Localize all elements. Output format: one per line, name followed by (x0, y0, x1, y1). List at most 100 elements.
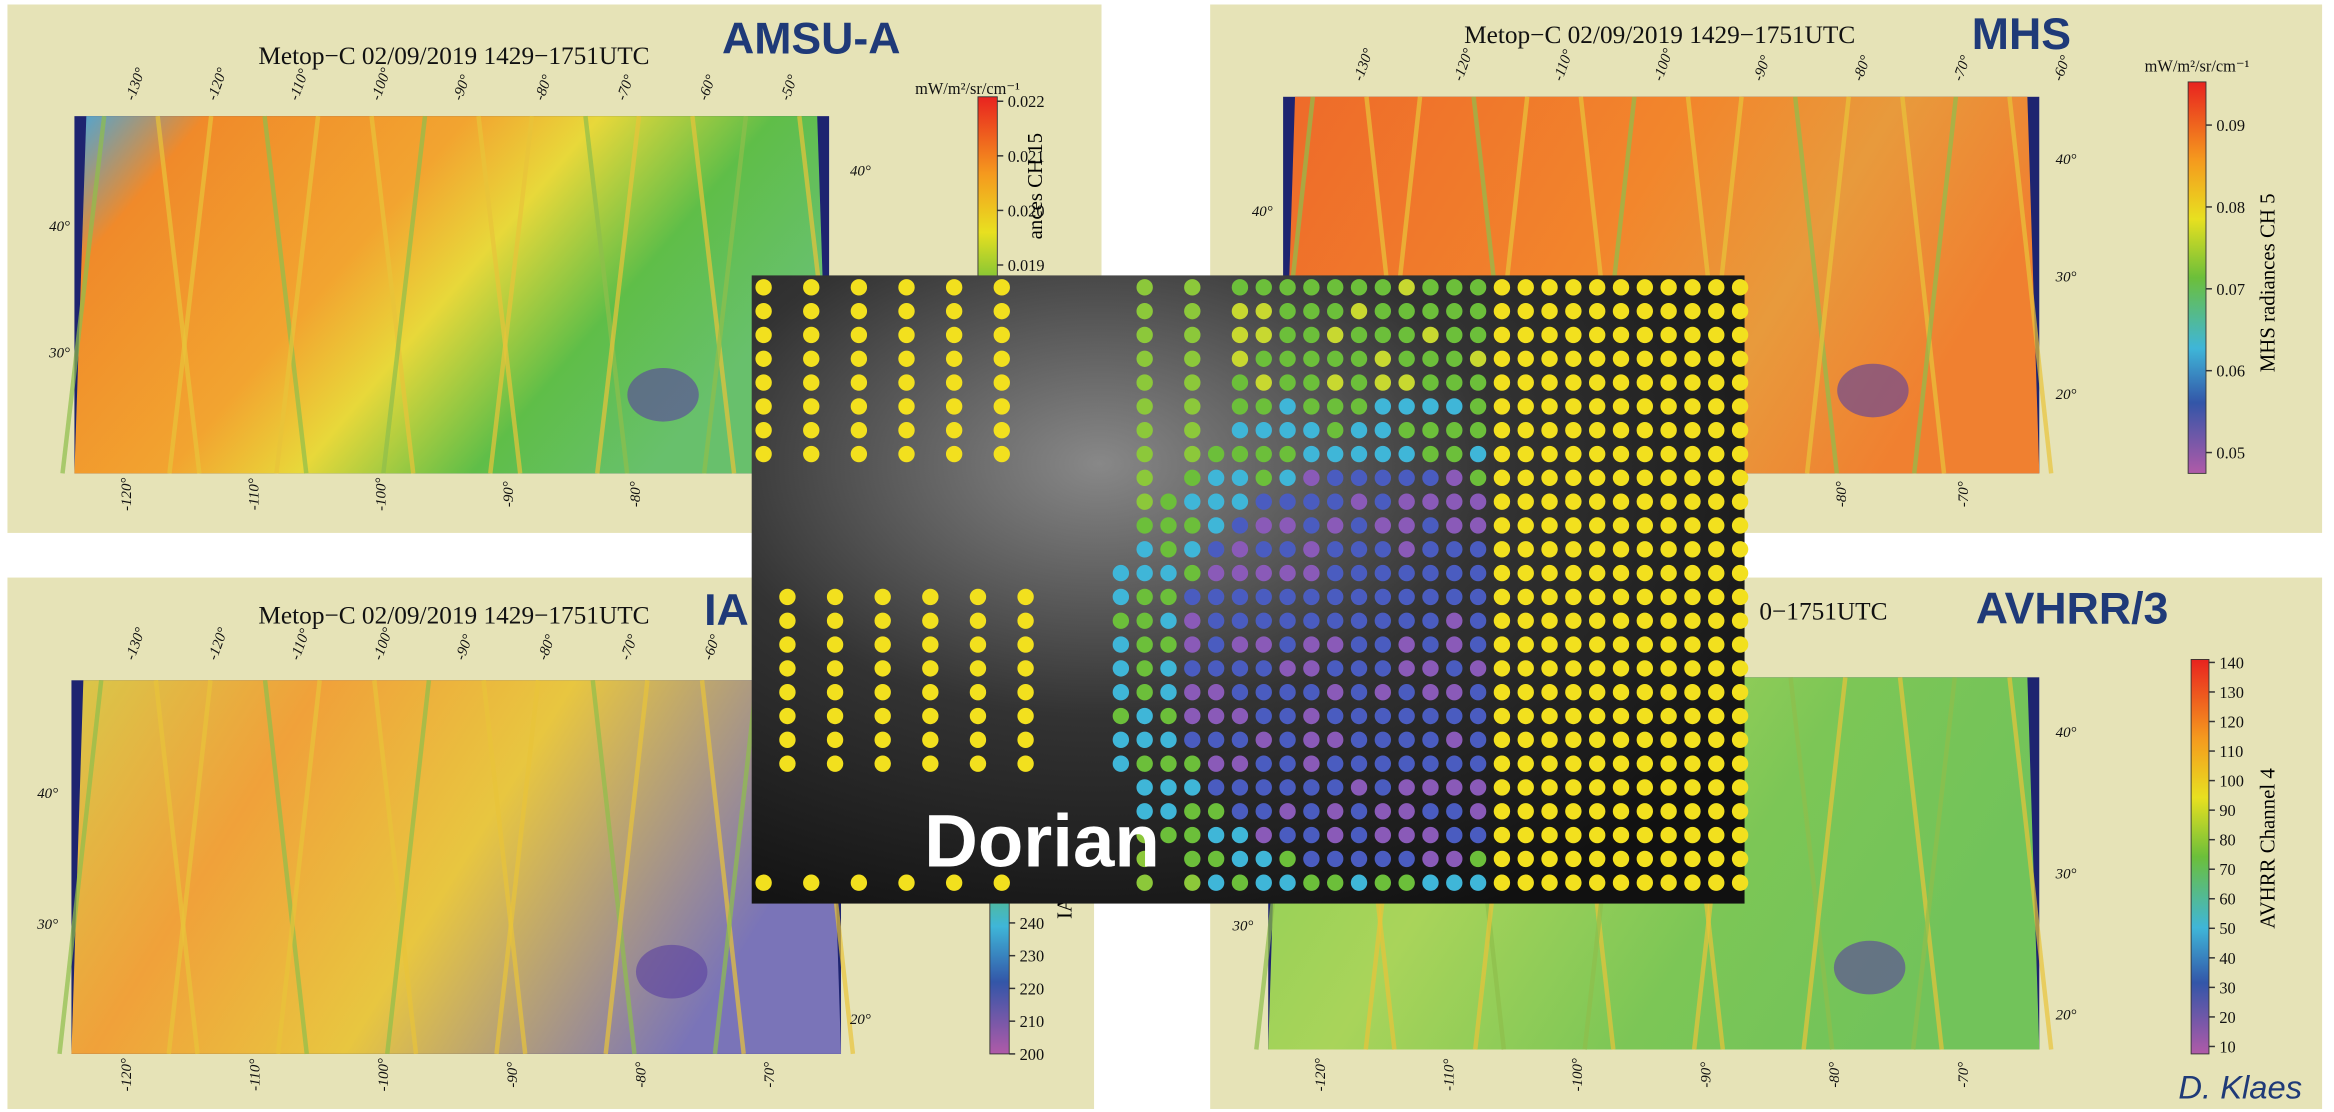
scan-dot (1231, 874, 1249, 891)
scan-dot (1112, 564, 1130, 582)
scan-dot (1660, 302, 1677, 320)
scan-dot (1446, 398, 1463, 415)
scan-dot (1350, 541, 1368, 558)
scan-dot (1517, 874, 1534, 891)
scan-dot (1136, 731, 1153, 749)
scan-dot (1184, 279, 1201, 296)
scan-dot (1303, 469, 1320, 487)
scan-dot (1136, 350, 1153, 367)
scan-dot (1231, 445, 1249, 463)
swath (275, 680, 322, 1055)
scan-dot (1541, 279, 1558, 296)
scan-dot (1493, 684, 1511, 701)
scan-dot (1255, 850, 1272, 868)
scan-dot (969, 636, 987, 653)
scan-dot (1422, 707, 1439, 725)
scan-dot (1493, 374, 1511, 391)
scan-dot (1184, 684, 1201, 701)
scan-dot (1469, 755, 1487, 772)
colorbar-tick-label: 120 (2219, 712, 2244, 731)
scan-dot (1207, 826, 1225, 844)
scan-dot (1398, 707, 1415, 725)
colorbar-tick-label: 60 (2219, 890, 2235, 909)
scan-dot (1327, 469, 1344, 487)
scan-dot (1731, 636, 1749, 653)
scan-dot (1517, 564, 1534, 582)
scan-dot (1184, 803, 1201, 820)
overlay: Dorian (751, 275, 1749, 904)
scan-dot (1446, 803, 1463, 820)
scan-dot (1636, 660, 1654, 677)
scan-dot (1207, 684, 1225, 701)
scan-dot (1636, 684, 1654, 701)
scan-dot (1612, 684, 1630, 701)
scan-dot (1493, 350, 1511, 367)
lon-label: -110° (248, 1059, 264, 1091)
scan-dot (1398, 755, 1415, 772)
scan-dot (1303, 684, 1320, 701)
scan-dot (898, 398, 915, 415)
scan-dot (1136, 779, 1153, 796)
scan-dot (1636, 564, 1654, 582)
scan-dot (1112, 660, 1130, 677)
scan-dot (1731, 588, 1749, 606)
scan-dot (874, 707, 891, 725)
swath (1788, 677, 1835, 1050)
scan-dot (1636, 279, 1654, 296)
scan-dot (1708, 517, 1725, 534)
scan-dot (1565, 588, 1582, 606)
scan-dot (1541, 564, 1558, 582)
swath (2007, 677, 2054, 1050)
scan-dot (1207, 517, 1225, 534)
scan-dot (1398, 731, 1415, 749)
scan-dot (874, 731, 891, 749)
scan-dot (1493, 445, 1511, 463)
scan-dot (1350, 612, 1368, 629)
scan-dot (1374, 517, 1392, 534)
scan-dot (1731, 826, 1749, 844)
scan-dot (1303, 874, 1320, 891)
lat-label: 30° (36, 917, 58, 933)
scan-dot (1255, 422, 1272, 439)
scan-dot (1231, 636, 1249, 653)
scan-dot (1684, 469, 1701, 487)
scan-dot (1708, 493, 1725, 510)
scan-dot (1636, 398, 1654, 415)
scan-dot (1184, 422, 1201, 439)
colorbar-tick-label: 0.07 (2216, 280, 2245, 299)
scan-dot (1231, 398, 1249, 415)
scan-dot (1493, 469, 1511, 487)
scan-dot (1398, 612, 1415, 629)
scan-dot (1731, 874, 1749, 891)
scan-dot (1255, 469, 1272, 487)
scan-dot (1422, 779, 1439, 796)
scan-dot (1493, 874, 1511, 891)
scan-dot (1374, 612, 1392, 629)
scan-dot (1588, 588, 1606, 606)
colorbar-tick-label: 0.08 (2216, 198, 2245, 217)
scan-dot (1469, 445, 1487, 463)
scan-dot (1565, 779, 1582, 796)
scan-dot (1541, 350, 1558, 367)
scan-dot (1493, 517, 1511, 534)
scan-dot (1327, 374, 1344, 391)
feature (635, 944, 708, 999)
scan-dot (1660, 660, 1677, 677)
scan-dot (1136, 469, 1153, 487)
scan-dot (1398, 326, 1415, 344)
scan-dot (898, 350, 915, 367)
scan-dot (1303, 707, 1320, 725)
scan-dot (1708, 564, 1725, 582)
scan-dot (1565, 398, 1582, 415)
scan-dot (1469, 803, 1487, 820)
scan-dot (1446, 326, 1463, 344)
scan-dot (1493, 826, 1511, 844)
scan-dot (1565, 564, 1582, 582)
scan-dot (1517, 684, 1534, 701)
colorbar-tick-label: 140 (2219, 653, 2244, 672)
scan-dot (1612, 707, 1630, 725)
scan-dot (945, 326, 963, 344)
scan-dot (1469, 684, 1487, 701)
colorbar-tick-label: 80 (2219, 831, 2235, 850)
